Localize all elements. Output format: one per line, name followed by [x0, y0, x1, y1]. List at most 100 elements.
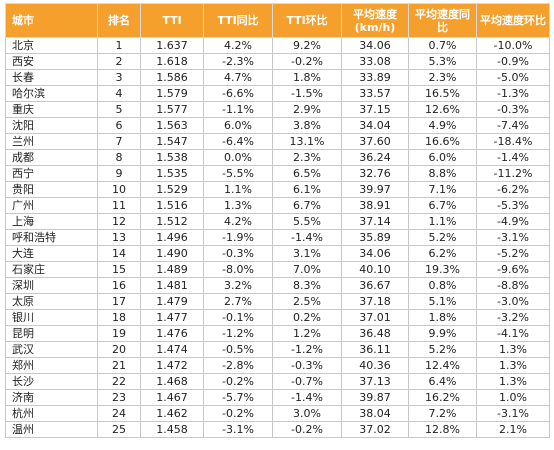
data-cell: 1.458 [140, 421, 204, 438]
city-cell: 成都 [5, 149, 98, 166]
data-cell: 1 [97, 37, 141, 54]
data-cell: 37.01 [341, 309, 409, 326]
data-cell: -4.1% [476, 325, 550, 342]
city-cell: 杭州 [5, 405, 98, 422]
data-cell: 1.577 [140, 101, 204, 118]
data-cell: 35.89 [341, 229, 409, 246]
data-cell: 7 [97, 133, 141, 150]
data-cell: -8.8% [476, 277, 550, 294]
data-cell: -0.2% [203, 373, 273, 390]
data-cell: 5.2% [408, 341, 477, 358]
table-row: 成都 8 1.538 0.0% 2.3% 36.24 6.0% -1.4% [5, 149, 550, 166]
data-cell: 36.11 [341, 341, 409, 358]
header-cell: 排名 [97, 3, 141, 38]
table-row: 济南 23 1.467 -5.7% -1.4% 39.87 16.2% 1.0% [5, 389, 550, 406]
data-cell: -0.3% [203, 245, 273, 262]
table-row: 重庆 5 1.577 -1.1% 2.9% 37.15 12.6% -0.3% [5, 101, 550, 118]
data-cell: 33.08 [341, 53, 409, 70]
table-row: 长春 3 1.586 4.7% 1.8% 33.89 2.3% -5.0% [5, 69, 550, 86]
data-cell: 6.0% [408, 149, 477, 166]
table-row: 郑州 21 1.472 -2.8% -0.3% 40.36 12.4% 1.3% [5, 357, 550, 374]
city-traffic-table: 城市 排名 TTI TTI同比 TTI环比 平均速度(km/h) 平均速度同比 平均速度环比 … [5, 3, 550, 438]
city-cell: 温州 [5, 421, 98, 438]
data-cell: 11 [97, 197, 141, 214]
data-cell: 2 [97, 53, 141, 70]
data-cell: 20 [97, 341, 141, 358]
data-cell: 3.2% [203, 277, 273, 294]
data-cell: 12.4% [408, 357, 477, 374]
data-cell: 7.0% [272, 261, 342, 278]
table-row: 沈阳 6 1.563 6.0% 3.8% 34.04 4.9% -7.4% [5, 117, 550, 134]
data-cell: 9.9% [408, 325, 477, 342]
data-cell: 1.516 [140, 197, 204, 214]
data-cell: 1.3% [203, 197, 273, 214]
city-cell: 大连 [5, 245, 98, 262]
data-cell: 1.3% [476, 357, 550, 374]
data-cell: 12.8% [408, 421, 477, 438]
city-cell: 银川 [5, 309, 98, 326]
data-cell: 1.529 [140, 181, 204, 198]
data-cell: 1.490 [140, 245, 204, 262]
data-cell: 0.0% [203, 149, 273, 166]
data-cell: -3.1% [476, 405, 550, 422]
header-row: 城市 排名 TTI TTI同比 TTI环比 平均速度(km/h) 平均速度同比 平均速度环比 [5, 3, 550, 38]
data-cell: 18 [97, 309, 141, 326]
table-row: 大连 14 1.490 -0.3% 3.1% 34.06 6.2% -5.2% [5, 245, 550, 262]
data-cell: -0.1% [203, 309, 273, 326]
data-cell: 2.3% [272, 149, 342, 166]
data-cell: -0.7% [272, 373, 342, 390]
header-cell: 平均速度(km/h) [341, 3, 409, 38]
city-cell: 兰州 [5, 133, 98, 150]
data-cell: -5.3% [476, 197, 550, 214]
data-cell: 6.0% [203, 117, 273, 134]
data-cell: 1.468 [140, 373, 204, 390]
data-cell: 12.6% [408, 101, 477, 118]
data-cell: 4.7% [203, 69, 273, 86]
data-cell: -10.0% [476, 37, 550, 54]
data-cell: 33.89 [341, 69, 409, 86]
table-body: 北京 1 1.637 4.2% 9.2% 34.06 0.7% -10.0% 西安 2 1.618-… [5, 37, 550, 438]
data-cell: -0.3% [272, 357, 342, 374]
data-cell: 1.476 [140, 325, 204, 342]
data-cell: 6.7% [408, 197, 477, 214]
data-cell: 1.586 [140, 69, 204, 86]
data-cell: 40.10 [341, 261, 409, 278]
data-cell: 1.474 [140, 341, 204, 358]
data-cell: -1.4% [272, 229, 342, 246]
data-cell: 1.2% [272, 325, 342, 342]
data-cell: -3.1% [203, 421, 273, 438]
data-cell: 14 [97, 245, 141, 262]
data-cell: 3.0% [272, 405, 342, 422]
data-cell: 13.1% [272, 133, 342, 150]
city-cell: 长春 [5, 69, 98, 86]
table-row: 武汉 20 1.474 -0.5% -1.2% 36.11 5.2% 1.3% [5, 341, 550, 358]
data-cell: 34.06 [341, 245, 409, 262]
city-cell: 沈阳 [5, 117, 98, 134]
data-cell: 19.3% [408, 261, 477, 278]
data-cell: -1.9% [203, 229, 273, 246]
city-cell: 深圳 [5, 277, 98, 294]
city-cell: 济南 [5, 389, 98, 406]
data-cell: 37.13 [341, 373, 409, 390]
data-cell: -1.5% [272, 85, 342, 102]
table-row: 北京 1 1.637 4.2% 9.2% 34.06 0.7% -10.0% [5, 37, 550, 54]
data-cell: 23 [97, 389, 141, 406]
data-cell: 2.3% [408, 69, 477, 86]
data-cell: 6.1% [272, 181, 342, 198]
data-cell: 16.6% [408, 133, 477, 150]
data-cell: 16 [97, 277, 141, 294]
data-cell: 16.2% [408, 389, 477, 406]
city-cell: 西安 [5, 53, 98, 70]
data-cell: 34.06 [341, 37, 409, 54]
city-cell: 昆明 [5, 325, 98, 342]
city-cell: 贵阳 [5, 181, 98, 198]
city-cell: 太原 [5, 293, 98, 310]
data-cell: -9.6% [476, 261, 550, 278]
data-cell: 39.97 [341, 181, 409, 198]
table-row: 贵阳 10 1.529 1.1% 6.1% 39.97 7.1% -6.2% [5, 181, 550, 198]
data-cell: 2.1% [476, 421, 550, 438]
data-cell: -8.0% [203, 261, 273, 278]
data-cell: 19 [97, 325, 141, 342]
data-cell: 5.2% [408, 229, 477, 246]
